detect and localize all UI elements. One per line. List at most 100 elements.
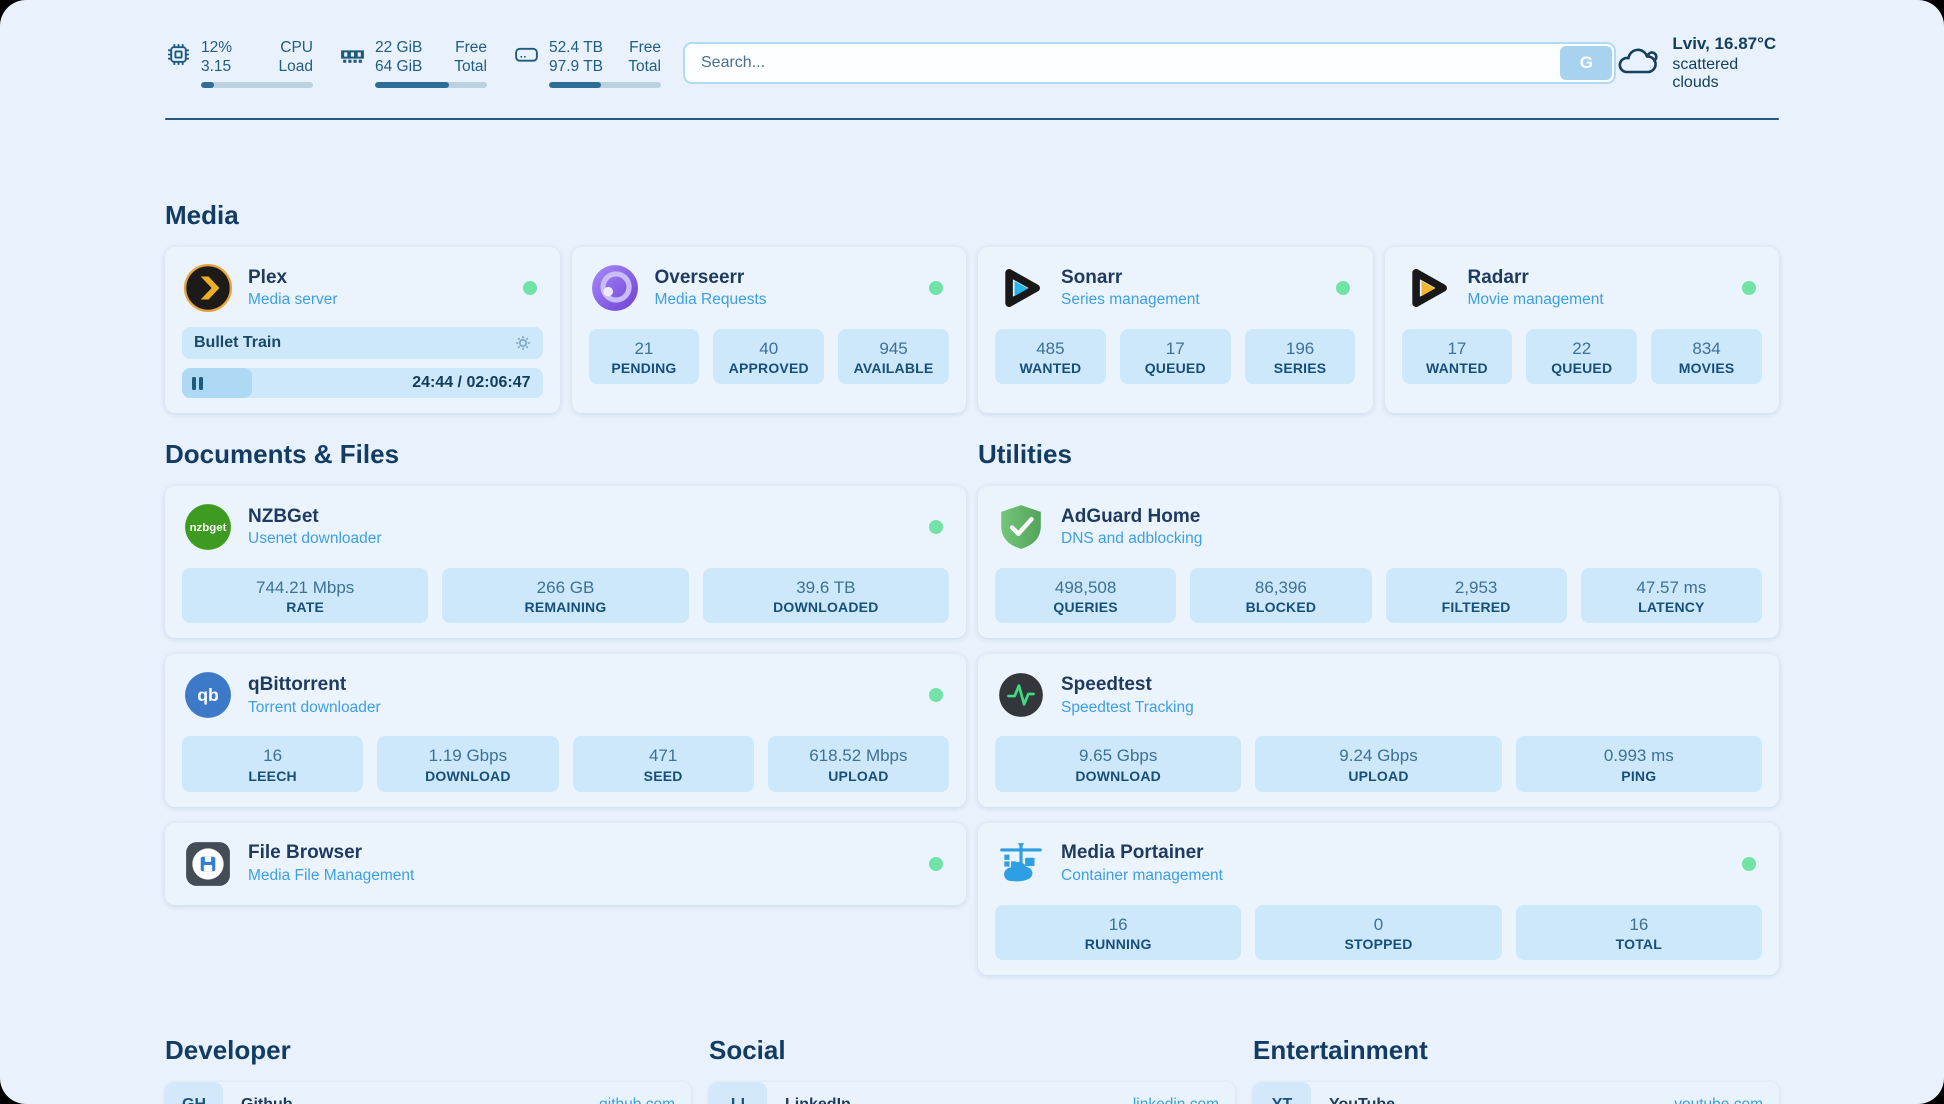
- stat-label: RUNNING: [1084, 935, 1152, 952]
- app-title: AdGuard Home: [1061, 505, 1201, 527]
- stat-label: QUEUED: [1551, 360, 1613, 377]
- app-title: qBittorrent: [248, 673, 347, 695]
- stat-wanted: 17 WANTED: [1401, 329, 1513, 385]
- app-subtitle: Media Requests: [654, 291, 767, 309]
- app-card-nzbget[interactable]: nzbget NZBGet Usenet downloader 744.21 M…: [165, 486, 966, 639]
- app-card-qbittorrent[interactable]: qb qBittorrent Torrent downloader 16 LEE…: [165, 654, 966, 807]
- link-badge: LI: [709, 1081, 767, 1104]
- link-name: Github: [241, 1096, 293, 1104]
- stat-queued: 22 QUEUED: [1526, 329, 1638, 385]
- link-github[interactable]: GH Github github.com: [165, 1081, 691, 1104]
- app-card-filebrowser[interactable]: File Browser Media File Management: [165, 822, 966, 905]
- stat-total: 16 TOTAL: [1515, 904, 1762, 960]
- google-search-button[interactable]: G: [1560, 46, 1613, 80]
- app-title: Media Portainer: [1061, 842, 1204, 864]
- stat-download: 9.65 Gbps DOWNLOAD: [995, 736, 1242, 792]
- stat-label: UPLOAD: [1348, 767, 1409, 784]
- app-card-speedtest[interactable]: Speedtest Speedtest Tracking 9.65 Gbps D…: [978, 654, 1779, 807]
- app-card-sonarr[interactable]: Sonarr Series management 485 WANTED 17 Q…: [978, 247, 1373, 413]
- portainer-icon: [995, 838, 1047, 890]
- link-url[interactable]: youtube.com: [1674, 1096, 1763, 1104]
- app-title: Sonarr: [1061, 266, 1123, 288]
- cpu-icon: [165, 41, 192, 73]
- playback-progressbar[interactable]: 24:44 / 02:06:47: [182, 368, 543, 398]
- stat-value: 498,508: [1054, 578, 1117, 597]
- status-dot: [929, 688, 943, 703]
- section-title-utilities: Utilities: [978, 439, 1072, 469]
- cpu-load-label: Load: [278, 58, 313, 75]
- section-title-documents: Documents & Files: [165, 439, 400, 469]
- stat-value: 0: [1373, 914, 1384, 934]
- link-linkedin[interactable]: LI LinkedIn linkedin.com: [709, 1081, 1235, 1104]
- app-title: File Browser: [248, 842, 363, 864]
- stat-label: PING: [1621, 767, 1657, 784]
- app-card-plex[interactable]: Plex Media server Bullet Train: [165, 247, 560, 413]
- app-card-adguard[interactable]: AdGuard Home DNS and adblocking 498,508 …: [978, 486, 1779, 639]
- stat-series: 196 SERIES: [1244, 329, 1356, 385]
- app-card-overseerr[interactable]: Overseerr Media Requests 21 PENDING 40 A…: [571, 247, 966, 413]
- stat-leech: 16 LEECH: [182, 736, 364, 792]
- stat-label: WANTED: [1019, 360, 1082, 377]
- ram-progressbar: [375, 82, 487, 89]
- status-dot: [522, 281, 537, 295]
- link-url[interactable]: linkedin.com: [1133, 1096, 1219, 1104]
- section-title-developer: Developer: [165, 1034, 291, 1065]
- cpu-value: 12%: [201, 38, 233, 56]
- stat-ping: 0.993 ms PING: [1515, 736, 1762, 792]
- stat-value: 945: [879, 339, 908, 358]
- app-subtitle: Container management: [1061, 866, 1223, 884]
- stat-movies: 834 MOVIES: [1651, 329, 1762, 385]
- stat-value: 196: [1285, 339, 1315, 358]
- link-youtube[interactable]: YT YouTube youtube.com: [1253, 1081, 1779, 1104]
- stat-label: STOPPED: [1344, 935, 1413, 952]
- app-card-portainer[interactable]: Media Portainer Container management 16 …: [978, 822, 1779, 975]
- stat-label: LATENCY: [1638, 599, 1705, 616]
- stat-label: QUEUED: [1144, 360, 1206, 377]
- disk-total-value: 97.9 TB: [549, 58, 604, 75]
- weather-location-temp: Lviv, 16.87°C: [1672, 34, 1777, 53]
- stat-queued: 17 QUEUED: [1119, 329, 1231, 385]
- playback-time: 24:44 / 02:06:47: [412, 374, 531, 391]
- app-title: Plex: [248, 266, 288, 288]
- stat-latency: 47.57 ms LATENCY: [1580, 568, 1762, 624]
- status-dot: [929, 520, 943, 534]
- stat-stopped: 0 STOPPED: [1255, 904, 1502, 960]
- stat-queries: 498,508 QUERIES: [995, 568, 1177, 624]
- disk-total-label: Total: [628, 58, 661, 75]
- stat-label: WANTED: [1425, 360, 1488, 377]
- stat-blocked: 86,396 BLOCKED: [1190, 568, 1372, 624]
- stat-label: AVAILABLE: [853, 360, 934, 377]
- gear-icon[interactable]: [515, 335, 531, 351]
- disk-progressbar: [549, 82, 661, 89]
- stat-label: SEED: [643, 767, 683, 784]
- app-subtitle: Speedtest Tracking: [1061, 698, 1194, 716]
- stat-upload: 9.24 Gbps UPLOAD: [1255, 736, 1502, 792]
- stat-value: 16: [1629, 914, 1649, 934]
- search-input[interactable]: [683, 42, 1617, 84]
- stat-value: 86,396: [1254, 578, 1307, 597]
- stat-remaining: 266 GB REMAINING: [442, 568, 689, 624]
- link-url[interactable]: github.com: [599, 1096, 675, 1104]
- status-dot: [1742, 856, 1756, 871]
- stat-value: 16: [263, 746, 283, 766]
- section-title-social: Social: [709, 1034, 786, 1065]
- app-card-radarr[interactable]: Radarr Movie management 17 WANTED 22 QUE…: [1384, 247, 1779, 413]
- link-name: LinkedIn: [785, 1096, 851, 1104]
- stat-label: REMAINING: [524, 599, 607, 616]
- link-badge: YT: [1253, 1081, 1311, 1104]
- stat-label: APPROVED: [728, 360, 809, 377]
- speedtest-icon: [995, 669, 1047, 721]
- pause-icon[interactable]: [192, 376, 203, 390]
- disk-free-label: Free: [629, 38, 661, 56]
- stat-label: FILTERED: [1441, 599, 1511, 616]
- stat-available: 945 AVAILABLE: [838, 329, 949, 385]
- stat-value: 618.52 Mbps: [809, 746, 908, 766]
- stat-running: 16 RUNNING: [995, 904, 1242, 960]
- sonarr-icon: [995, 262, 1047, 314]
- adguard-icon: [995, 501, 1047, 553]
- cpu-progressbar: [201, 82, 313, 89]
- stat-rate: 744.21 Mbps RATE: [182, 568, 429, 624]
- header: 12% CPU 3.15 Load 22 GiB Free 64 GiB Total: [165, 0, 1779, 92]
- stat-value: 39.6 TB: [796, 578, 856, 597]
